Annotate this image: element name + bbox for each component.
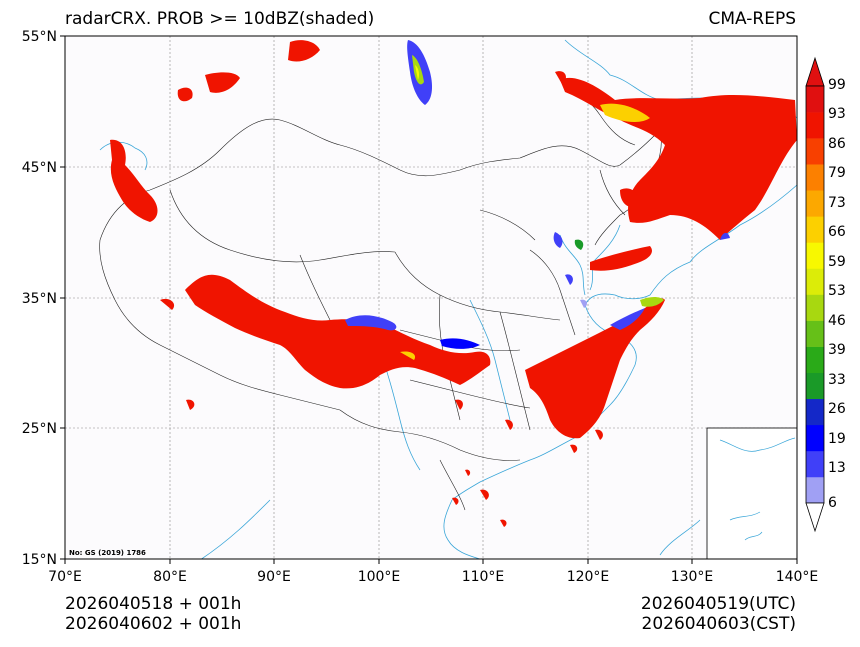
colorbar-segment bbox=[806, 242, 824, 269]
colorbar-top-arrow bbox=[805, 56, 825, 87]
colorbar-segment bbox=[806, 294, 824, 321]
init-time-utc: 2026040518 + 001h bbox=[65, 594, 242, 614]
lon-label: 110°E bbox=[462, 569, 505, 585]
lon-label: 80°E bbox=[153, 569, 187, 585]
colorbar-tick-label: 6 bbox=[828, 495, 837, 511]
tick-marks bbox=[60, 35, 798, 564]
lat-label: 55°N bbox=[22, 29, 57, 45]
colorbar-segment bbox=[806, 320, 824, 347]
south-china-sea-inset bbox=[706, 427, 797, 559]
colorbar-tick-label: 59 bbox=[828, 254, 846, 270]
colorbar-segment bbox=[806, 164, 824, 191]
colorbar-tick-label: 86 bbox=[828, 136, 846, 152]
map-title: radarCRX. PROB >= 10dBZ(shaded) bbox=[65, 9, 375, 29]
probability-shading bbox=[110, 40, 797, 527]
valid-time-cst: 2026040603(CST) bbox=[641, 614, 796, 634]
lon-label: 130°E bbox=[671, 569, 714, 585]
latitude-labels: 55°N 45°N 35°N 25°N 15°N bbox=[22, 29, 57, 568]
colorbar-segment bbox=[806, 398, 824, 426]
colorbar-tick-label: 79 bbox=[828, 165, 846, 181]
colorbar-segment bbox=[806, 138, 824, 165]
colorbar-tick-label: 93 bbox=[828, 106, 846, 122]
colorbar-tick-label: 19 bbox=[828, 431, 846, 447]
valid-time-utc: 2026040519(UTC) bbox=[640, 594, 796, 614]
colorbar-segment bbox=[806, 424, 824, 452]
init-time-cst: 2026040602 + 001h bbox=[65, 614, 242, 634]
longitude-labels: 70°E 80°E 90°E 100°E 110°E 120°E 130°E 1… bbox=[48, 569, 818, 585]
lon-label: 120°E bbox=[567, 569, 610, 585]
colorbar-segment bbox=[806, 450, 824, 478]
lat-label: 45°N bbox=[22, 160, 57, 176]
colorbar-segment bbox=[806, 86, 824, 113]
lon-label: 100°E bbox=[358, 569, 401, 585]
colorbar-bottom-arrow bbox=[805, 502, 825, 533]
model-name: CMA-REPS bbox=[708, 9, 796, 29]
colorbar-tick-label: 46 bbox=[828, 313, 846, 329]
colorbar-segment bbox=[806, 112, 824, 139]
init-time-block: 2026040518 + 001h 2026040602 + 001h bbox=[65, 594, 241, 634]
colorbar-segment bbox=[806, 190, 824, 217]
colorbar-tick-label: 53 bbox=[828, 283, 846, 299]
lat-label: 25°N bbox=[22, 421, 57, 437]
lat-label: 15°N bbox=[22, 552, 57, 568]
gridlines bbox=[65, 36, 797, 559]
lon-label: 90°E bbox=[257, 569, 291, 585]
colorbar-tick-label: 39 bbox=[828, 342, 846, 358]
colorbar-tick-label: 33 bbox=[828, 372, 846, 388]
colorbar-segment bbox=[806, 476, 824, 504]
colorbar-segment bbox=[806, 346, 824, 373]
colorbar: 99 93 86 79 73 66 59 53 46 39 33 26 19 1… bbox=[805, 56, 846, 533]
colorbar-segment bbox=[806, 268, 824, 295]
colorbar-segment bbox=[806, 372, 824, 400]
colorbar-tick-label: 73 bbox=[828, 195, 846, 211]
colorbar-tick-label: 26 bbox=[828, 401, 846, 417]
colorbar-tick-label: 13 bbox=[828, 460, 846, 476]
lon-label: 70°E bbox=[48, 569, 82, 585]
colorbar-tick-label: 66 bbox=[828, 224, 846, 240]
colorbar-tick-label: 99 bbox=[828, 77, 846, 93]
lat-label: 35°N bbox=[22, 291, 57, 307]
map-approval-number: No: GS (2019) 1786 bbox=[69, 549, 146, 557]
valid-time-block: 2026040519(UTC) 2026040603(CST) bbox=[641, 594, 796, 634]
lon-label: 140°E bbox=[776, 569, 819, 585]
colorbar-segment bbox=[806, 216, 824, 243]
